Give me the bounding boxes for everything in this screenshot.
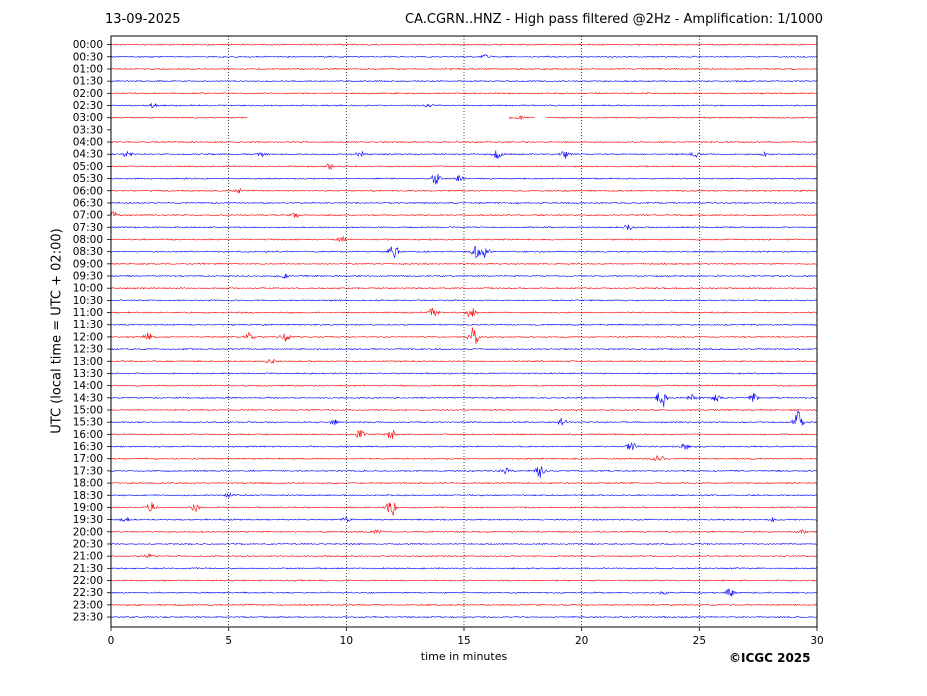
trace-row-0830	[110, 245, 818, 259]
row-time-labels: 00:0000:3001:0001:3002:0002:3003:0003:30…	[73, 39, 111, 624]
trace-row-2230	[110, 588, 818, 597]
trace-row-0630	[110, 201, 818, 205]
trace-row-0730	[110, 224, 818, 231]
trace-row-2200	[110, 579, 818, 582]
x-axis-label: time in minutes	[420, 650, 508, 663]
row-time-label: 08:00	[73, 234, 103, 246]
trace-row-1630	[110, 442, 817, 451]
plot-frame	[110, 35, 818, 628]
y-axis-label: UTC (local time = UTC + 02:00)	[49, 228, 65, 434]
row-time-label: 23:00	[73, 599, 103, 611]
row-time-label: 16:30	[73, 441, 103, 453]
row-time-label: 02:30	[73, 100, 103, 112]
row-time-label: 05:00	[73, 161, 103, 173]
row-time-label: 05:30	[73, 173, 103, 185]
row-time-label: 18:00	[73, 478, 103, 490]
row-time-label: 02:00	[73, 88, 103, 100]
vertical-gridlines	[228, 36, 700, 627]
row-time-label: 07:30	[73, 222, 103, 234]
x-axis-ticks: 0 5 10 15 20 25 30	[108, 627, 824, 647]
trace-row-2300	[110, 603, 818, 607]
trace-row-1200	[110, 327, 818, 345]
row-time-label: 22:30	[73, 587, 103, 599]
row-time-label: 15:30	[73, 417, 103, 429]
row-time-label: 23:30	[73, 612, 103, 624]
row-time-label: 15:00	[73, 405, 103, 417]
row-time-label: 14:00	[73, 380, 103, 392]
row-time-label: 18:30	[73, 490, 103, 502]
trace-row-1530	[110, 410, 818, 426]
row-time-label: 13:00	[73, 356, 103, 368]
row-time-label: 03:30	[73, 124, 103, 136]
row-time-label: 14:30	[73, 392, 103, 404]
row-time-label: 09:00	[73, 258, 103, 270]
row-time-label: 12:00	[73, 331, 103, 343]
trace-row-0300	[110, 115, 818, 120]
copyright-label: ©ICGC 2025	[729, 651, 811, 665]
x-tick-label: 25	[693, 635, 706, 647]
row-time-label: 17:30	[73, 465, 103, 477]
row-time-label: 19:00	[73, 502, 103, 514]
station-title: CA.CGRN..HNZ - High pass filtered @2Hz -…	[405, 12, 823, 27]
row-time-label: 04:00	[73, 137, 103, 149]
row-time-label: 20:30	[73, 538, 103, 550]
trace-row-0900	[110, 262, 818, 266]
trace-row-1330	[110, 372, 818, 375]
trace-row-0600	[110, 187, 818, 194]
row-time-label: 07:00	[73, 210, 103, 222]
x-tick-label: 15	[457, 635, 470, 647]
trace-row-1400	[110, 384, 818, 387]
row-time-label: 00:30	[73, 51, 103, 63]
row-time-label: 06:00	[73, 185, 103, 197]
trace-row-2330	[110, 615, 818, 619]
row-time-label: 10:00	[73, 283, 103, 295]
row-time-label: 11:30	[73, 319, 103, 331]
trace-row-1430	[110, 392, 818, 408]
row-time-label: 11:00	[73, 307, 103, 319]
trace-row-0500	[110, 163, 818, 170]
trace-row-1500	[110, 408, 818, 412]
x-tick-label: 0	[108, 635, 115, 647]
row-time-label: 21:00	[73, 551, 103, 563]
row-time-label: 03:00	[73, 112, 103, 124]
row-time-label: 13:30	[73, 368, 103, 380]
row-time-label: 01:00	[73, 63, 103, 75]
row-time-label: 22:00	[73, 575, 103, 587]
row-time-label: 04:30	[73, 149, 103, 161]
date-label: 13-09-2025	[105, 12, 181, 27]
row-time-label: 00:00	[73, 39, 103, 51]
row-time-label: 01:30	[73, 76, 103, 88]
trace-row-2100	[110, 553, 818, 559]
row-time-label: 19:30	[73, 514, 103, 526]
x-tick-label: 10	[340, 635, 353, 647]
row-time-label: 21:30	[73, 563, 103, 575]
trace-row-0700	[110, 211, 818, 218]
x-tick-label: 5	[225, 635, 232, 647]
row-time-label: 16:00	[73, 429, 103, 441]
row-time-label: 20:00	[73, 526, 103, 538]
row-time-label: 08:30	[73, 246, 103, 258]
x-tick-label: 20	[575, 635, 588, 647]
row-time-label: 17:00	[73, 453, 103, 465]
trace-row-1600	[110, 429, 818, 439]
row-time-label: 10:30	[73, 295, 103, 307]
trace-row-0000	[110, 43, 818, 46]
row-time-label: 09:30	[73, 271, 103, 283]
x-tick-label: 30	[810, 635, 823, 647]
trace-row-0530	[110, 173, 818, 185]
trace-row-1700	[110, 455, 818, 462]
row-time-label: 06:30	[73, 197, 103, 209]
trace-row-1300	[110, 358, 818, 364]
row-time-label: 12:30	[73, 344, 103, 356]
trace-row-0430	[110, 150, 818, 160]
